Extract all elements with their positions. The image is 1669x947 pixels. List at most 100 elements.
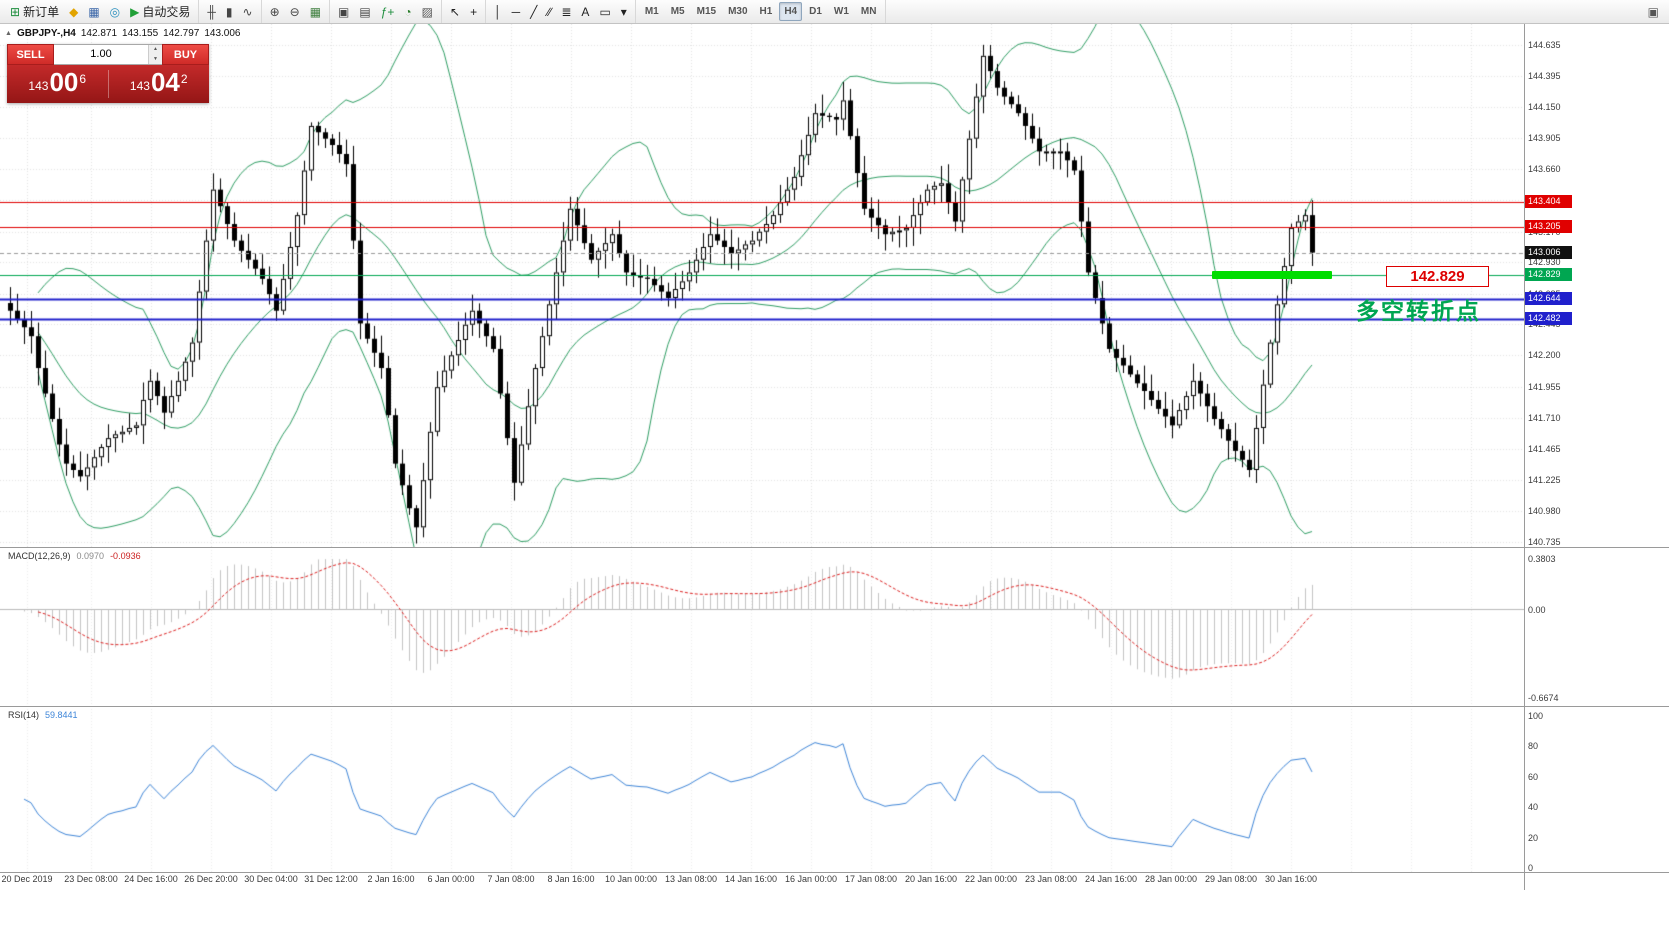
symbol-name: GBPJPY-,H4 <box>16 28 76 39</box>
toolbar-group-cursor: ↖ + <box>442 0 487 23</box>
time-axis-label: 23 Jan 08:00 <box>1024 874 1078 884</box>
price-level-tag: 142.644 <box>1525 291 1572 305</box>
zoom-in-icon[interactable]: ⊕ <box>266 2 284 21</box>
periods-icon[interactable]: ◔ <box>400 2 415 21</box>
price-chart-canvas[interactable] <box>0 24 1524 547</box>
vertical-line-icon[interactable]: │ <box>490 2 506 21</box>
candlestick-icon[interactable]: ▮ <box>222 2 237 21</box>
periods-icon: ◔ <box>404 4 412 19</box>
indicators-icon[interactable]: ƒ+ <box>377 2 399 21</box>
crosshair-icon[interactable]: + <box>466 2 481 21</box>
candlestick-icon: ▮ <box>225 4 233 19</box>
buy-price-frac: 2 <box>180 72 188 86</box>
time-axis-label: 30 Jan 16:00 <box>1264 874 1318 884</box>
timeframe-mn-button[interactable]: MN <box>856 2 882 21</box>
metaeditor-icon[interactable]: ◆ <box>65 2 82 21</box>
price-level-tag: 143.205 <box>1525 220 1572 234</box>
cursor-icon[interactable]: ↖ <box>446 2 464 21</box>
macd-panel-canvas[interactable] <box>0 547 1524 706</box>
volume-input[interactable]: 1.00 <box>90 48 112 60</box>
ohlc-open: 142.871 <box>80 28 118 39</box>
last-price-tag: 143.006 <box>1525 245 1572 259</box>
panel-separator-rsi[interactable] <box>0 706 1669 707</box>
line-chart-icon[interactable]: ∿ <box>239 2 257 21</box>
data-window-icon[interactable]: ▦ <box>84 2 103 21</box>
trendline-icon[interactable]: ╱ <box>526 2 541 21</box>
volume-control[interactable]: 1.00 ▲ ▼ <box>54 44 162 65</box>
bar-chart-icon: ╫ <box>207 4 216 19</box>
toolbar-group-trade: ⊞ 新订单 ◆ ▦ ◎ ▶ 自动交易 <box>2 0 200 23</box>
bar-chart-icon[interactable]: ╫ <box>203 2 220 21</box>
time-axis-label: 30 Dec 04:00 <box>244 874 298 884</box>
time-axis-label: 16 Jan 00:00 <box>784 874 838 884</box>
timeframe-h4-button[interactable]: H4 <box>779 2 803 21</box>
vertical-line-icon: │ <box>494 4 502 19</box>
time-axis-separator <box>0 872 1669 873</box>
sell-price[interactable]: 143 00 6 <box>7 69 108 99</box>
horizontal-line-icon: ─ <box>511 4 521 19</box>
time-axis-label: 29 Jan 08:00 <box>1204 874 1258 884</box>
sell-button[interactable]: SELL <box>7 44 54 65</box>
shapes-dropdown-icon[interactable]: ▾ <box>617 2 631 21</box>
sell-price-frac: 6 <box>79 72 87 86</box>
buy-button[interactable]: BUY <box>162 44 209 65</box>
templates-icon[interactable]: ▨ <box>418 2 437 21</box>
macd-signal-value: -0.0936 <box>110 551 141 561</box>
window-layout-icon[interactable]: ▣ <box>1644 2 1663 21</box>
arrange-windows-icon[interactable]: ▣ <box>334 2 353 21</box>
buy-price[interactable]: 143 04 2 <box>109 69 210 99</box>
tile-windows-icon: ▦ <box>309 4 322 19</box>
zoom-out-icon[interactable]: ⊖ <box>286 2 304 21</box>
timeframe-m5-button[interactable]: M5 <box>666 2 690 21</box>
time-axis-label: 2 Jan 16:00 <box>367 874 415 884</box>
price-divider <box>107 70 109 98</box>
turning-point-annotation[interactable]: 多空转折点 <box>1356 298 1481 324</box>
cascade-windows-icon[interactable]: ▤ <box>355 2 374 21</box>
channel-icon[interactable]: ∕∕ <box>543 2 555 21</box>
macd-main-value: 0.0970 <box>76 551 105 561</box>
chart-window[interactable]: ▲ GBPJPY-,H4 142.871 143.155 142.797 143… <box>0 24 1669 947</box>
price-axis-label: 142.930 <box>1528 257 1561 268</box>
autotrading-icon: ▶ <box>130 4 140 19</box>
tile-windows-icon[interactable]: ▦ <box>306 2 325 21</box>
toolbar-group-draw: │ ─ ╱ ∕∕ ≣ A ▭ ▾ <box>486 0 636 23</box>
symbol-header: ▲ GBPJPY-,H4 142.871 143.155 142.797 143… <box>5 28 240 39</box>
main-toolbar: ⊞ 新订单 ◆ ▦ ◎ ▶ 自动交易 ╫ ▮ ∿ ⊕ ⊖ ▦ ▣ ▤ ƒ+ ◔ ▨ ↖ + │ ─ ╱ ∕∕ ≣ A ▭ ▾ M1 M5 M… <box>0 0 1669 24</box>
new-order-button[interactable]: ⊞ 新订单 <box>6 2 63 21</box>
time-axis-label: 14 Jan 16:00 <box>724 874 778 884</box>
timeframe-m15-button[interactable]: M15 <box>692 2 721 21</box>
timeframe-m1-button[interactable]: M1 <box>640 2 664 21</box>
toolbar-button-label: 新订单 <box>23 5 60 19</box>
time-axis-label: 20 Jan 16:00 <box>904 874 958 884</box>
time-axis-label: 28 Jan 00:00 <box>1144 874 1198 884</box>
buy-price-pips: 04 <box>150 67 180 97</box>
timeframe-w1-button[interactable]: W1 <box>829 2 854 21</box>
highlight-segment[interactable] <box>1212 271 1332 279</box>
time-axis-label: 24 Jan 16:00 <box>1084 874 1138 884</box>
rsi-panel-canvas[interactable] <box>0 706 1524 872</box>
timeframe-d1-button[interactable]: D1 <box>804 2 827 21</box>
price-callout-label[interactable]: 142.829 <box>1386 266 1489 287</box>
volume-up-button[interactable]: ▲ <box>149 45 162 55</box>
autotrading-button[interactable]: ▶ 自动交易 <box>126 2 194 21</box>
rsi-scale-label: 100 <box>1528 711 1544 721</box>
arrange-windows-icon: ▣ <box>338 4 350 19</box>
text-icon[interactable]: A <box>577 2 593 21</box>
one-click-toggle-icon[interactable]: ▲ <box>5 30 12 37</box>
time-axis-label: 7 Jan 08:00 <box>487 874 535 884</box>
fibonacci-icon[interactable]: ≣ <box>557 2 575 21</box>
volume-down-button[interactable]: ▼ <box>149 54 162 64</box>
toolbar-group-chart-type: ╫ ▮ ∿ <box>199 0 262 23</box>
label-icon[interactable]: ▭ <box>595 2 614 21</box>
horizontal-line-icon[interactable]: ─ <box>508 2 525 21</box>
price-axis-label: 144.395 <box>1528 70 1561 81</box>
data-window-icon: ▦ <box>88 4 100 19</box>
price-level-tag: 143.404 <box>1525 194 1572 208</box>
price-level-tag: 142.482 <box>1525 312 1572 326</box>
timeframe-m30-button[interactable]: M30 <box>723 2 752 21</box>
timeframe-h1-button[interactable]: H1 <box>755 2 778 21</box>
panel-separator-macd[interactable] <box>0 547 1669 548</box>
toolbar-group-right: ▣ <box>1640 0 1667 23</box>
web-icon[interactable]: ◎ <box>106 2 124 21</box>
